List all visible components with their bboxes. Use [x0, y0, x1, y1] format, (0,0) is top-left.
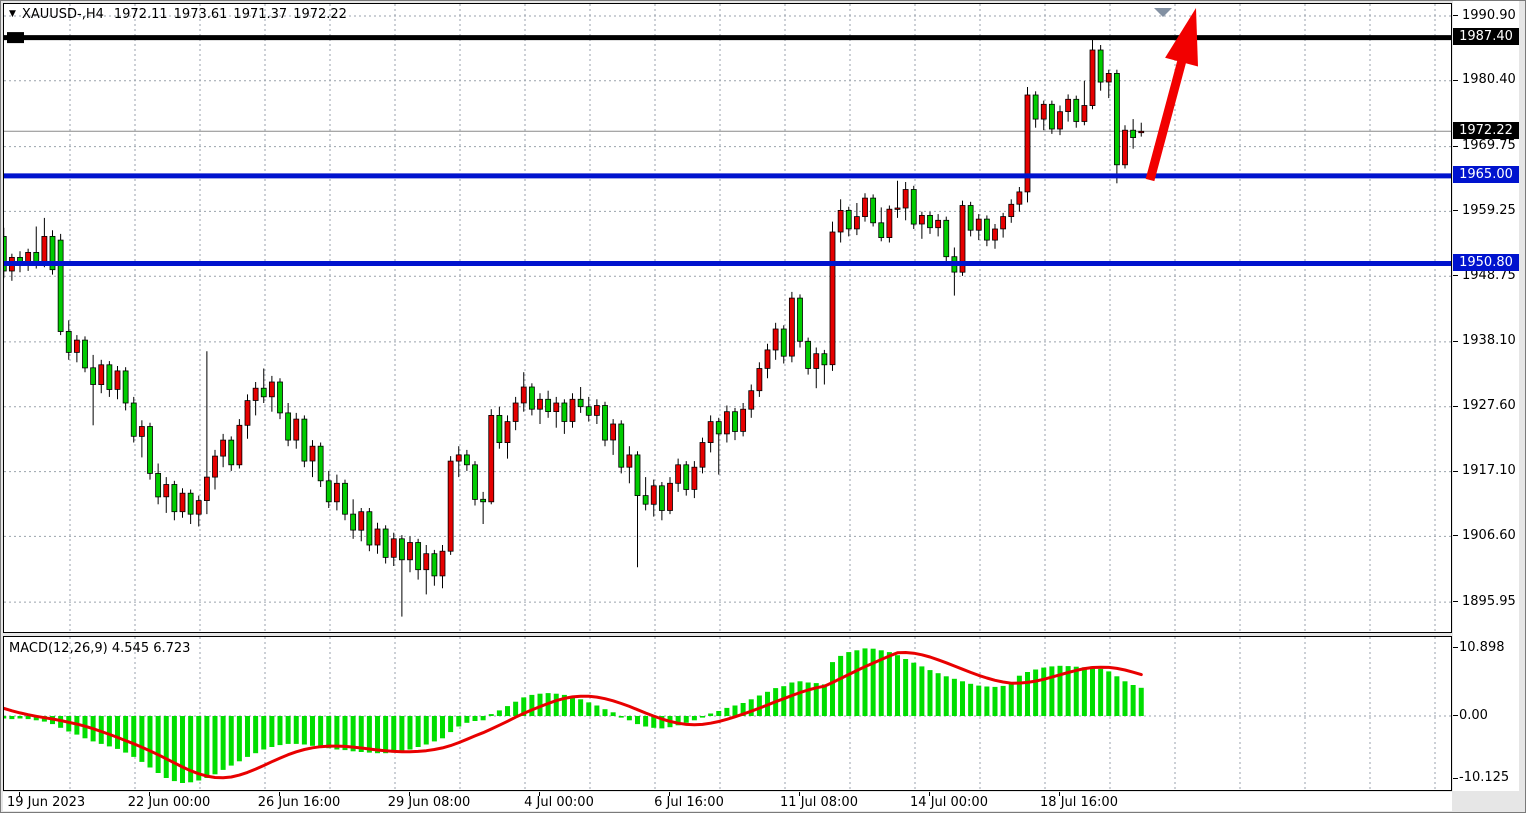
price-axis-label: 1938.10 [1462, 333, 1516, 348]
price-level-box: 1965.00 [1453, 166, 1519, 183]
price-axis-label: 1969.75 [1462, 138, 1516, 153]
price-tick [1453, 80, 1458, 81]
price-axis-label: 1990.90 [1462, 8, 1516, 23]
time-axis-label: 26 Jun 16:00 [257, 795, 341, 810]
time-axis-label: 19 Jun 2023 [7, 795, 86, 810]
price-level-box: 1950.80 [1453, 254, 1519, 271]
macd-chart[interactable] [4, 637, 1451, 790]
time-axis-label: 29 Jun 08:00 [387, 795, 471, 810]
time-axis-label: 6 Jul 16:00 [654, 795, 724, 810]
level-line-handle[interactable] [7, 32, 24, 44]
price-axis-label: 1948.75 [1462, 268, 1516, 283]
time-tick [539, 792, 540, 796]
time-tick [669, 792, 670, 796]
macd-axis-tick [1453, 778, 1458, 779]
time-axis-label: 18 Jul 16:00 [1040, 795, 1118, 810]
time-tick [19, 792, 20, 796]
macd-axis-label: 0.00 [1459, 708, 1488, 723]
trend-arrow-shaft[interactable] [1145, 53, 1188, 182]
macd-axis-tick [1453, 647, 1458, 648]
price-level-box: 1987.40 [1453, 28, 1519, 45]
open-value: 1972.11 [113, 7, 168, 22]
price-axis-label: 1917.10 [1462, 463, 1516, 478]
price-tick [1453, 471, 1458, 472]
candlestick-chart[interactable] [4, 4, 1451, 632]
macd-signal-value: 6.723 [153, 641, 191, 656]
time-tick [409, 792, 410, 796]
trend-arrow-head[interactable] [1165, 8, 1198, 67]
macd-signal-line [4, 651, 1143, 780]
low-value: 1971.37 [233, 7, 288, 22]
symbol-period-label: XAUUSD-,H4 [21, 7, 104, 22]
macd-axis-tick [1453, 715, 1458, 716]
scroll-end-marker-icon[interactable] [1154, 8, 1172, 17]
price-tick [1453, 535, 1458, 536]
price-tick [1453, 210, 1458, 211]
price-axis-label: 1959.25 [1462, 203, 1516, 218]
time-tick [279, 792, 280, 796]
price-tick [1453, 146, 1458, 147]
symbol-dropdown-icon[interactable]: ▼ [9, 9, 16, 19]
price-level-box: 1972.22 [1453, 122, 1519, 139]
time-tick [799, 792, 800, 796]
time-axis-label: 4 Jul 00:00 [524, 795, 594, 810]
price-chart-pane[interactable] [3, 3, 1452, 633]
macd-axis-label: -10.125 [1459, 770, 1510, 785]
macd-name: MACD(12,26,9) [9, 641, 108, 656]
price-tick [1453, 275, 1458, 276]
price-tick [1453, 601, 1458, 602]
price-tick [1453, 341, 1458, 342]
macd-value: 4.545 [111, 641, 150, 656]
price-axis-label: 1895.95 [1462, 594, 1516, 609]
price-tick [1453, 406, 1458, 407]
price-tick [1453, 15, 1458, 16]
price-axis-label: 1980.40 [1462, 72, 1516, 87]
macd-axis-label: 10.898 [1459, 640, 1505, 655]
price-axis-label: 1927.60 [1462, 398, 1516, 413]
close-value: 1972.22 [293, 7, 347, 22]
time-tick [149, 792, 150, 796]
time-axis[interactable]: 19 Jun 2023 22 Jun 00:00 26 Jun 16:00 29 Ju… [3, 792, 1452, 811]
time-tick [1059, 792, 1060, 796]
macd-label: MACD(12,26,9) 4.545 6.723 [9, 641, 190, 656]
time-axis-label: 22 Jun 00:00 [127, 795, 211, 810]
price-axis-label: 1906.60 [1462, 528, 1516, 543]
time-axis-label: 14 Jul 00:00 [910, 795, 988, 810]
time-tick [929, 792, 930, 796]
time-axis-label: 11 Jul 08:00 [780, 795, 858, 810]
axis-filler [1519, 1, 1525, 812]
chart-ohlc-header: ▼ XAUUSD-,H4 1972.11 1973.61 1971.37 1972.22 [9, 7, 353, 22]
macd-indicator-pane[interactable] [3, 636, 1452, 791]
high-value: 1973.61 [173, 7, 228, 22]
price-axis[interactable]: 1990.90 1980.40 1969.75 1959.25 1948.75 1938.… [1453, 1, 1519, 791]
